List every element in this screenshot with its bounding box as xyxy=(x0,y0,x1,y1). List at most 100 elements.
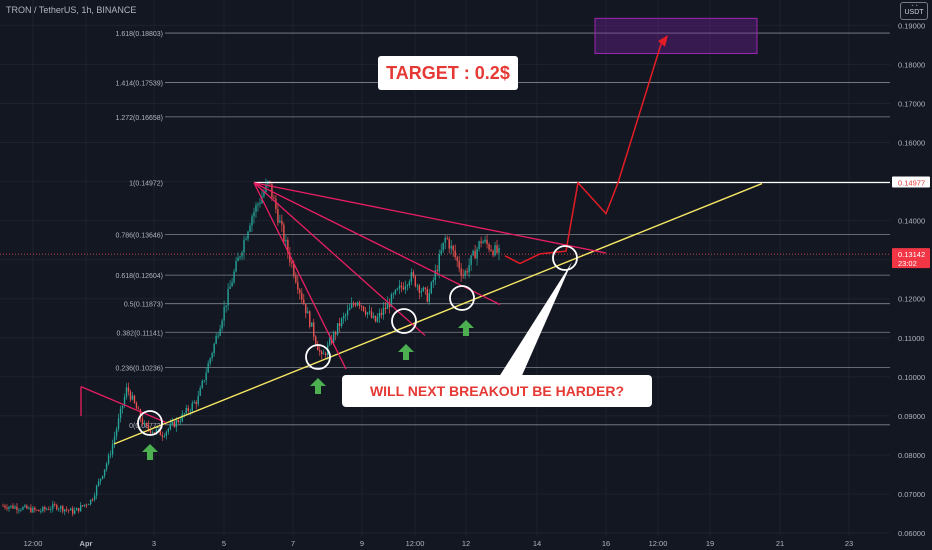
candle-body xyxy=(253,211,255,217)
candle-body xyxy=(42,507,44,512)
candle-body xyxy=(384,307,387,310)
candle-body xyxy=(143,423,146,425)
candle-body xyxy=(382,307,385,315)
currency-badge[interactable]: ◔◔ USDT xyxy=(900,2,928,20)
candle-body xyxy=(109,454,112,456)
candle-body xyxy=(279,220,281,223)
fib-level-label: 0.618(0.12604) xyxy=(116,273,163,280)
candle-body xyxy=(175,420,177,428)
candle-body xyxy=(438,254,440,272)
fib-level-label: 0.382(0.11141) xyxy=(117,330,163,337)
target-annotation: TARGET : 0.2$ xyxy=(378,56,518,90)
candle-body xyxy=(478,241,480,249)
candle-body xyxy=(225,305,227,308)
candle-body xyxy=(197,395,199,405)
candle-body xyxy=(46,509,48,510)
candle-body xyxy=(22,507,24,510)
candle-body xyxy=(358,302,361,306)
candle-body xyxy=(163,435,166,437)
price-label-bg xyxy=(892,176,930,188)
candle-body xyxy=(157,429,160,430)
candle-body xyxy=(66,509,68,511)
projection-path xyxy=(504,40,663,265)
candle-body xyxy=(311,322,313,327)
candle-body xyxy=(342,316,345,319)
candle-body xyxy=(303,299,305,305)
candle-body xyxy=(81,505,84,507)
symbol-header: TRON / TetherUS, 1h, BINANCE xyxy=(6,5,137,15)
candle-body xyxy=(488,244,490,250)
time-tick-label: 12 xyxy=(462,539,470,548)
price-tick-label: 0.08000 xyxy=(898,451,925,460)
price-axis: 0.190000.180000.170000.160000.150000.140… xyxy=(890,0,932,550)
candle-body xyxy=(34,507,36,510)
up-arrow-stem xyxy=(147,452,153,460)
time-tick-label: 12:00 xyxy=(406,539,425,548)
candle-body xyxy=(446,237,448,239)
time-tick-label: 3 xyxy=(152,539,156,548)
candle-body xyxy=(283,224,285,242)
currency-badge-icon: ◔◔ xyxy=(909,3,919,9)
breakout-question-annotation: WILL NEXT BREAKOUT BE HARDER? xyxy=(342,375,652,407)
candle-body xyxy=(394,289,397,294)
candle-body xyxy=(297,282,299,290)
candle-body xyxy=(400,285,403,288)
candle-body xyxy=(416,285,419,287)
candle-body xyxy=(141,418,144,425)
candle-body xyxy=(60,506,62,509)
candle-body xyxy=(494,245,496,256)
candle-body xyxy=(470,255,472,265)
time-tick-label: 23 xyxy=(845,539,853,548)
candle-body xyxy=(217,335,219,337)
candle-body xyxy=(328,338,331,345)
candle-body xyxy=(83,504,86,506)
up-arrow-icon xyxy=(398,344,414,360)
time-axis-bg xyxy=(0,535,890,550)
candle-body xyxy=(56,504,58,510)
up-arrow-icon xyxy=(310,378,326,394)
candle-body xyxy=(95,485,98,496)
candle-body xyxy=(107,455,110,464)
price-tick-label: 0.12000 xyxy=(898,295,925,304)
candle-body xyxy=(58,508,60,510)
candle-body xyxy=(99,478,102,482)
price-axis-bg xyxy=(890,0,932,550)
candle-body xyxy=(440,250,442,255)
candlestick-series xyxy=(2,178,500,517)
candle-body xyxy=(338,323,341,326)
candle-body xyxy=(271,183,273,198)
candle-body xyxy=(205,372,207,381)
candle-body xyxy=(4,505,6,508)
candle-body xyxy=(199,387,201,396)
fan-trendline xyxy=(253,182,607,254)
candle-body xyxy=(490,249,492,251)
candle-body xyxy=(8,506,10,509)
candle-body xyxy=(378,312,381,318)
fan-trendline xyxy=(253,182,347,370)
candle-body xyxy=(380,312,383,315)
candle-body xyxy=(89,499,92,505)
candle-body xyxy=(334,332,337,335)
candle-body xyxy=(430,282,432,294)
price-tick-label: 0.09000 xyxy=(898,412,925,421)
candle-body xyxy=(10,505,12,507)
candle-body xyxy=(48,509,50,510)
fib-level-label: 1.414(0.17539) xyxy=(116,80,163,87)
candle-body xyxy=(315,336,317,344)
candle-body xyxy=(179,421,181,423)
candle-body xyxy=(227,288,229,306)
candle-body xyxy=(390,294,393,307)
candle-body xyxy=(486,239,488,245)
candle-body xyxy=(291,262,293,264)
candle-body xyxy=(32,507,34,513)
candle-body xyxy=(247,231,249,239)
touch-point-circle xyxy=(305,344,331,370)
price-tick-label: 0.06000 xyxy=(898,529,925,538)
fib-level-label: 1.272(0.16658) xyxy=(116,115,163,122)
candle-body xyxy=(177,420,179,423)
candle-body xyxy=(368,311,371,313)
candle-body xyxy=(360,305,363,307)
candle-body xyxy=(155,429,158,433)
time-tick-label: 9 xyxy=(360,539,364,548)
